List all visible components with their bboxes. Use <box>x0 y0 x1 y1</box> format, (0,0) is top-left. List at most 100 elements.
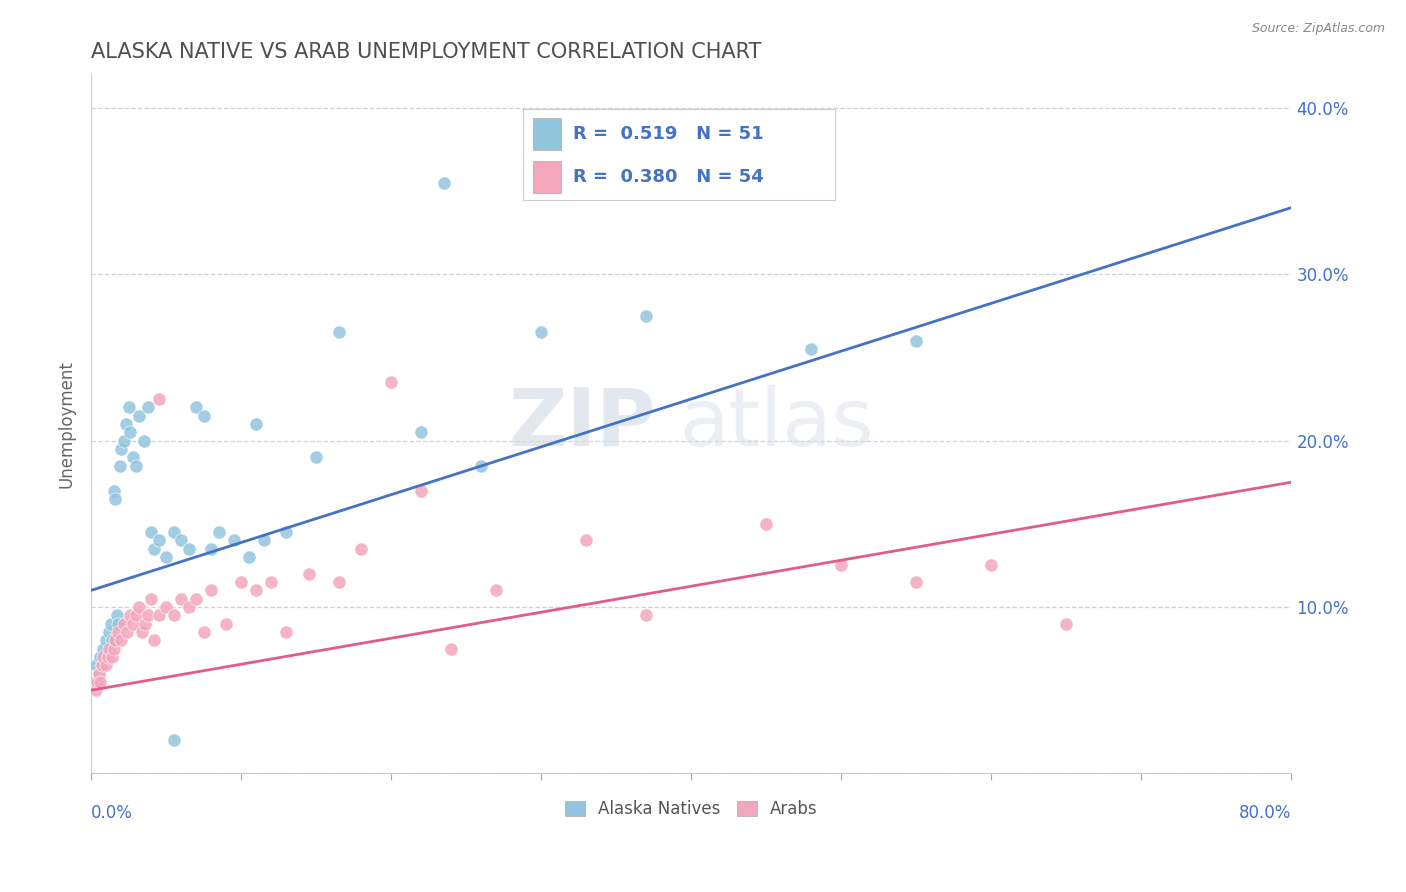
Point <box>830 558 852 573</box>
Point <box>84 683 107 698</box>
Point <box>170 591 193 606</box>
Point <box>636 608 658 623</box>
Point <box>90 658 112 673</box>
Point <box>136 608 159 623</box>
Point <box>231 575 253 590</box>
Point <box>177 541 200 556</box>
Point <box>96 633 118 648</box>
Point <box>120 608 142 623</box>
Point <box>208 525 231 540</box>
Point <box>260 575 283 590</box>
Point <box>104 491 127 506</box>
Point <box>114 417 136 431</box>
Point <box>97 649 120 664</box>
Point <box>141 525 163 540</box>
Point <box>120 425 142 440</box>
Point <box>91 641 114 656</box>
Point <box>170 533 193 548</box>
Point <box>118 401 141 415</box>
Point <box>148 392 170 406</box>
Point <box>89 674 111 689</box>
Point <box>1054 616 1077 631</box>
Point <box>298 566 321 581</box>
Point <box>107 616 129 631</box>
Point <box>110 442 132 456</box>
Point <box>380 376 402 390</box>
Point <box>112 616 135 631</box>
Point <box>215 616 238 631</box>
Point <box>101 649 124 664</box>
Point <box>86 674 108 689</box>
Point <box>328 326 350 340</box>
Point <box>485 583 508 598</box>
Point <box>122 616 145 631</box>
Text: ALASKA NATIVE VS ARAB UNEMPLOYMENT CORRELATION CHART: ALASKA NATIVE VS ARAB UNEMPLOYMENT CORRE… <box>91 42 762 62</box>
Point <box>276 624 298 639</box>
Point <box>132 434 155 448</box>
Point <box>141 591 163 606</box>
Point <box>98 641 121 656</box>
Point <box>136 401 159 415</box>
Point <box>238 550 260 565</box>
Point <box>143 633 166 648</box>
Point <box>100 616 122 631</box>
Point <box>186 591 208 606</box>
Point <box>905 575 928 590</box>
Legend: Alaska Natives, Arabs: Alaska Natives, Arabs <box>558 793 825 824</box>
Point <box>350 541 373 556</box>
Point <box>155 599 177 614</box>
Point <box>200 541 222 556</box>
Text: 80.0%: 80.0% <box>1239 804 1292 822</box>
Point <box>125 608 148 623</box>
Point <box>155 550 177 565</box>
Point <box>328 575 350 590</box>
Point <box>103 641 125 656</box>
Point <box>125 458 148 473</box>
Point <box>107 624 129 639</box>
Point <box>980 558 1002 573</box>
Point <box>905 334 928 348</box>
Point <box>186 401 208 415</box>
Point <box>163 525 186 540</box>
Point <box>134 616 156 631</box>
Point <box>105 608 128 623</box>
Point <box>91 649 114 664</box>
Text: ZIP: ZIP <box>508 385 655 463</box>
Point <box>253 533 276 548</box>
Point <box>636 309 658 323</box>
Point <box>411 483 433 498</box>
Point <box>128 409 150 423</box>
Point <box>101 633 124 648</box>
Point <box>148 533 170 548</box>
Y-axis label: Unemployment: Unemployment <box>58 360 75 488</box>
Point <box>104 633 127 648</box>
Point <box>98 624 121 639</box>
Point <box>86 674 108 689</box>
Point <box>83 674 105 689</box>
Point <box>200 583 222 598</box>
Point <box>87 666 110 681</box>
Point <box>115 624 138 639</box>
Point <box>755 516 778 531</box>
Point <box>163 733 186 747</box>
Point <box>530 326 553 340</box>
Point <box>245 417 267 431</box>
Point <box>148 608 170 623</box>
Point <box>222 533 245 548</box>
Point <box>193 624 215 639</box>
Point <box>131 624 153 639</box>
Point <box>433 176 456 190</box>
Text: atlas: atlas <box>679 385 873 463</box>
Point <box>96 658 118 673</box>
Point <box>128 599 150 614</box>
Point <box>90 658 112 673</box>
Point <box>440 641 463 656</box>
Point <box>143 541 166 556</box>
Point <box>245 583 267 598</box>
Point <box>177 599 200 614</box>
Point <box>470 458 492 473</box>
Point <box>103 483 125 498</box>
Point <box>575 533 598 548</box>
Text: Source: ZipAtlas.com: Source: ZipAtlas.com <box>1251 22 1385 36</box>
Point <box>84 658 107 673</box>
